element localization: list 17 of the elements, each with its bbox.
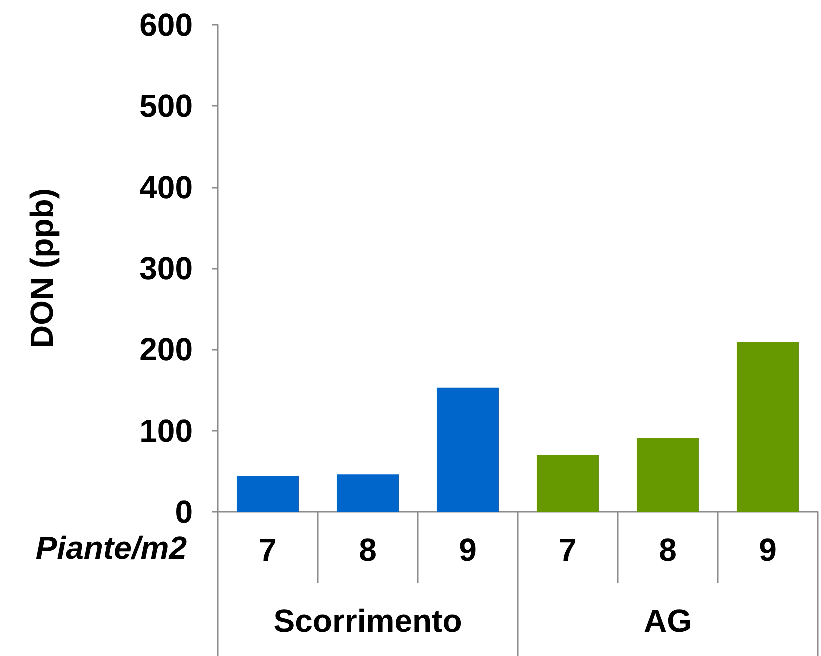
text: Scorrimento	[274, 603, 462, 639]
text: AG	[644, 603, 692, 639]
y-tick-label: 500	[140, 88, 193, 124]
y-tick-label: 400	[140, 169, 193, 206]
x-tick-label: 9	[759, 532, 777, 568]
y-tick-label: 600	[140, 7, 193, 43]
x-tick-label: 7	[559, 532, 577, 568]
x-tick-label: 8	[359, 532, 377, 568]
y-tick-label: 300	[140, 250, 193, 286]
y-axis-title: DON (ppb)	[24, 188, 60, 348]
x-tick-label: 9	[459, 532, 477, 568]
y-tick-label: 100	[140, 412, 193, 449]
x-tick-label: 8	[659, 532, 677, 568]
x-axis-title: Piante/m2	[36, 530, 188, 566]
x-tick-label: 7	[259, 532, 277, 568]
y-tick-label: 200	[140, 332, 193, 368]
y-tick-label: 0	[175, 494, 193, 530]
